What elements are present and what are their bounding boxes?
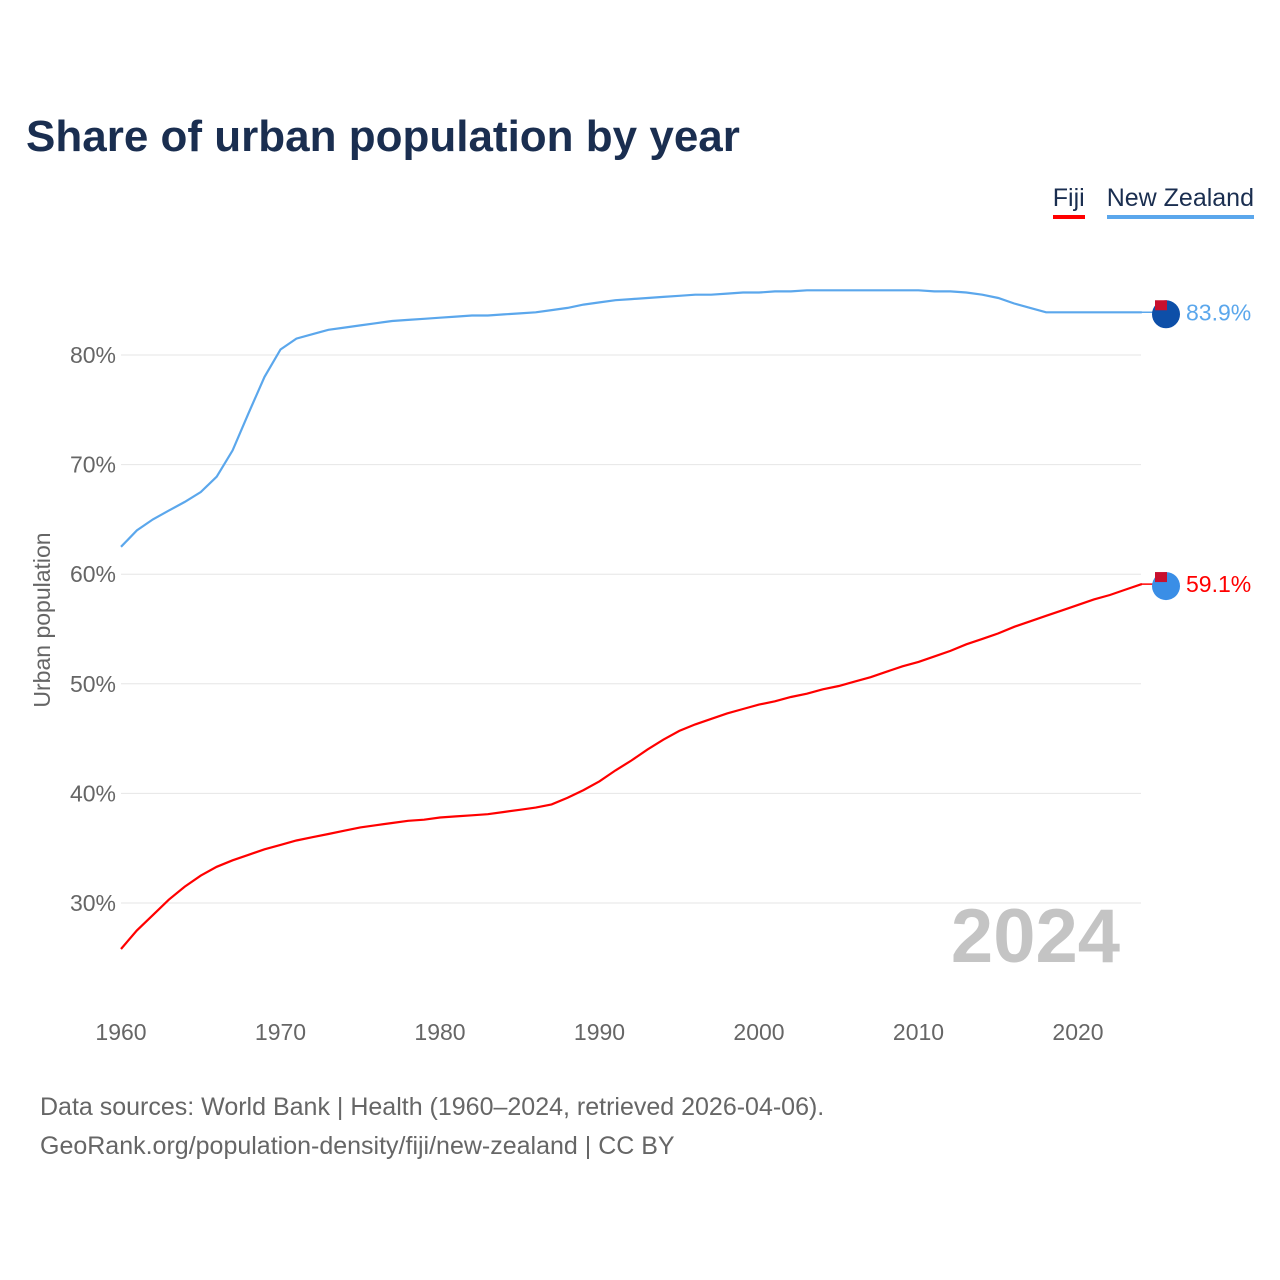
data-sources: Data sources: World Bank | Health (1960–…: [40, 1093, 825, 1121]
x-tick-label: 1960: [95, 1019, 146, 1045]
footer: Data sources: World Bank | Health (1960–…: [40, 1088, 824, 1166]
y-tick-label: 70%: [70, 452, 116, 478]
end-value-label: 83.9%: [1186, 299, 1251, 325]
y-tick-label: 60%: [70, 561, 116, 587]
legend-fiji[interactable]: Fiji: [1052, 184, 1085, 219]
y-tick-label: 50%: [70, 671, 116, 697]
flag-canton: [1155, 300, 1167, 311]
series-line-fiji: [120, 583, 1143, 950]
flag-canton: [1155, 572, 1167, 583]
y-tick-label: 40%: [70, 780, 116, 806]
y-axis-label: Urban population: [29, 532, 55, 707]
legend-new-zealand[interactable]: New Zealand: [1106, 184, 1254, 219]
x-tick-label: 1990: [574, 1019, 625, 1045]
y-tick-label: 30%: [70, 890, 116, 916]
y-tick-label: 80%: [70, 342, 116, 368]
x-tick-label: 2010: [893, 1019, 944, 1045]
x-tick-label: 1980: [414, 1019, 465, 1045]
chart-title: Share of urban population by year: [26, 112, 740, 161]
year-watermark: 2024: [951, 894, 1120, 979]
x-tick-label: 2000: [733, 1019, 784, 1045]
series-line-new-zealand: [120, 289, 1142, 548]
x-tick-label: 1970: [255, 1019, 306, 1045]
legend: Fiji New Zealand: [1052, 184, 1254, 219]
x-tick-label: 2020: [1052, 1019, 1103, 1045]
end-value-label: 59.1%: [1186, 571, 1251, 597]
source-link[interactable]: GeoRank.org/population-density/fiji/new-…: [40, 1132, 675, 1160]
